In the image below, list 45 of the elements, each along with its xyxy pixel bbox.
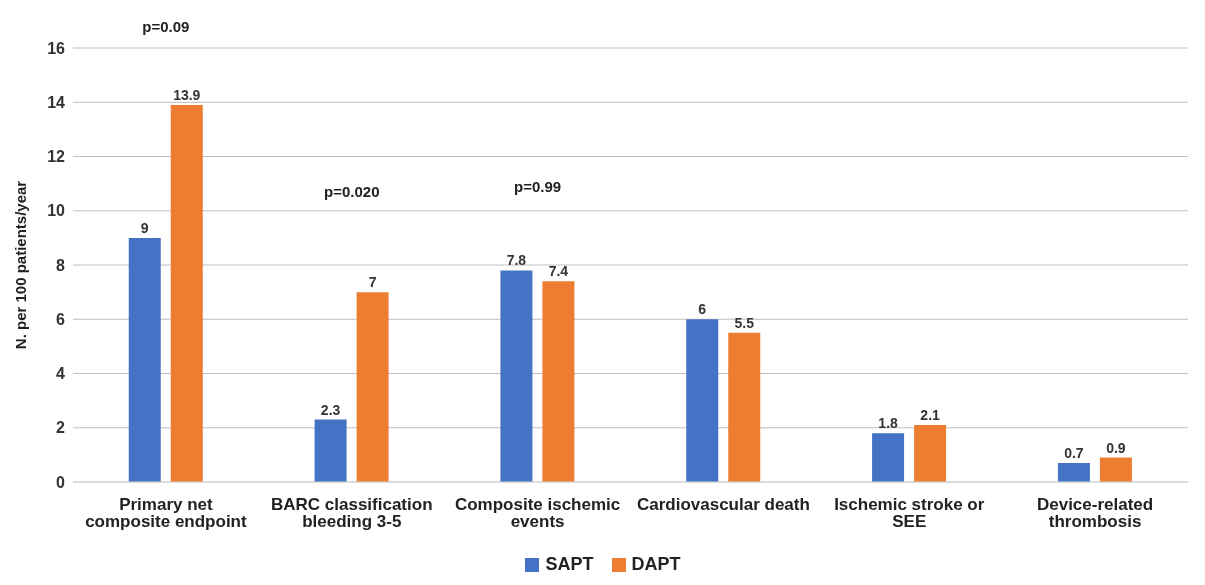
data-label: 9 [140,219,149,236]
data-label: 5.5 [734,314,755,331]
y-tick-label: 0 [56,473,66,491]
data-label: 2.3 [320,401,341,418]
x-tick-label: Cardiovascular death [636,495,810,515]
legend-label: DAPT [630,554,681,575]
y-tick-label: 10 [47,202,66,220]
x-tick-label: Device-related thrombosis [1036,495,1154,532]
bar [686,319,719,482]
bar [314,419,347,482]
data-label: 0.9 [1106,439,1126,456]
y-tick-label: 4 [56,365,66,383]
x-tick-label: Composite ischemic events [454,495,621,532]
bar [128,237,161,482]
x-tick-label: BARC classification bleeding 3-5 [270,495,433,532]
bar [728,332,761,482]
bar [356,292,389,482]
data-label: 7.8 [506,252,527,269]
data-label: 0.7 [1064,445,1084,462]
bar [500,270,533,482]
bar [170,104,203,482]
data-label: 13.9 [173,86,201,103]
x-tick-label: Primary net composite endpoint [85,495,248,532]
data-label: 7.4 [548,263,569,280]
bar [914,425,947,482]
bar [1057,463,1090,482]
text: p=0.09 [142,17,190,35]
data-label: 2.1 [920,407,941,424]
legend-label: SAPT [544,554,594,575]
y-tick-label: 2 [56,419,66,437]
annotation: p=0.020 [324,183,380,201]
data-label: 6 [698,301,707,318]
y-tick-label: 8 [56,256,66,274]
y-axis-title: N. per 100 patients/year [12,180,30,350]
bar [1099,457,1132,482]
y-tick-label: 12 [47,148,66,166]
y-tick-label: 16 [47,39,66,57]
y-tick-label: 14 [47,93,66,111]
x-tick-label: Ischemic stroke or SEE [834,495,985,532]
y-tick-label: 6 [56,310,66,328]
data-label: 7 [368,274,377,291]
bar [872,433,905,482]
data-label: 1.8 [878,415,899,432]
bar [542,281,575,482]
annotation: p=0.99 [514,177,562,195]
